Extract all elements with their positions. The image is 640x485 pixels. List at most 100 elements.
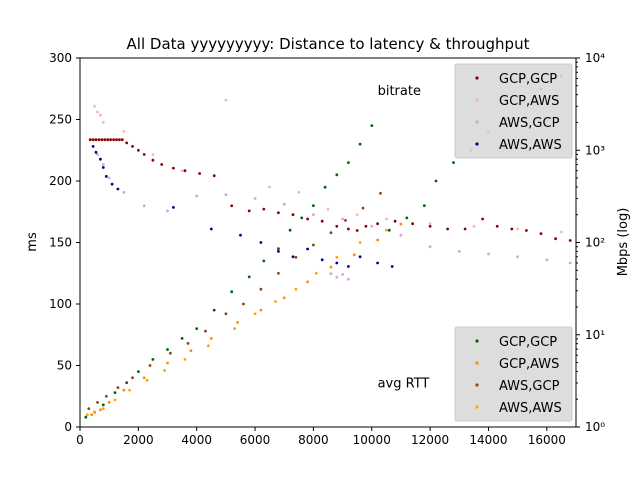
data-point-3-5 <box>110 182 114 186</box>
data-point-1-11 <box>355 213 359 217</box>
data-point-0-12 <box>125 141 129 145</box>
data-point-0-30 <box>347 227 350 231</box>
data-point-4-8 <box>180 337 184 340</box>
data-point-2-9 <box>282 202 286 206</box>
data-point-4-24 <box>405 216 409 220</box>
data-point-1-2 <box>99 113 102 117</box>
data-point-3-16 <box>347 265 350 268</box>
data-point-0-39 <box>481 217 484 221</box>
data-point-4-3 <box>113 391 117 394</box>
data-point-5-7 <box>209 337 213 340</box>
data-point-2-7 <box>224 193 228 197</box>
data-point-1-4 <box>122 130 126 133</box>
data-point-2-20 <box>347 277 350 281</box>
data-point-0-42 <box>525 229 528 232</box>
data-point-6-6 <box>169 351 172 355</box>
data-point-7-10 <box>253 312 257 316</box>
y-left-tick-label-2: 100 <box>49 297 72 311</box>
data-point-0-45 <box>568 239 572 242</box>
data-point-0-21 <box>212 174 216 178</box>
annotation-avg-rtt: avg RTT <box>378 377 430 392</box>
data-point-0-32 <box>364 224 368 228</box>
data-point-0-29 <box>335 224 339 228</box>
data-point-3-0 <box>91 145 95 148</box>
data-point-1-0 <box>93 104 96 108</box>
data-point-2-15 <box>457 250 461 253</box>
data-point-0-35 <box>411 222 414 226</box>
x-tick-label-7: 14000 <box>469 433 507 447</box>
data-point-5-5 <box>166 361 169 365</box>
x-tick-label-4: 8000 <box>298 433 329 447</box>
y-right-tick-label-0: 10⁰ <box>585 420 605 434</box>
data-point-7-5 <box>145 378 149 382</box>
data-point-7-3 <box>113 398 117 402</box>
data-point-5-4 <box>142 376 146 380</box>
data-point-3-18 <box>376 261 379 265</box>
data-point-0-3 <box>97 138 101 142</box>
data-point-0-17 <box>160 163 164 166</box>
data-point-2-21 <box>341 273 344 276</box>
data-point-5-11 <box>306 280 309 284</box>
data-point-4-2 <box>101 403 105 407</box>
data-point-1-13 <box>428 222 432 226</box>
data-point-0-4 <box>100 138 104 142</box>
data-point-0-26 <box>291 213 295 217</box>
data-point-2-19 <box>568 261 572 265</box>
data-point-0-36 <box>428 224 432 228</box>
data-point-7-15 <box>358 241 362 244</box>
data-point-0-31 <box>355 229 359 232</box>
data-point-6-5 <box>148 364 152 367</box>
data-point-0-25 <box>277 211 280 215</box>
data-point-7-2 <box>101 407 105 410</box>
data-point-1-14 <box>472 224 476 228</box>
y-right-tick-label-3: 10³ <box>585 143 605 157</box>
x-tick-label-2: 4000 <box>181 433 212 447</box>
data-point-1-12 <box>385 217 388 221</box>
x-tick-label-0: 0 <box>76 433 84 447</box>
data-point-0-33 <box>376 222 379 226</box>
data-point-0-1 <box>91 138 95 142</box>
data-point-4-14 <box>277 247 280 251</box>
data-point-2-13 <box>399 233 403 237</box>
data-point-2-18 <box>545 258 549 262</box>
data-point-0-34 <box>393 219 397 223</box>
data-point-0-44 <box>554 237 557 241</box>
data-point-3-1 <box>94 150 98 154</box>
data-point-2-14 <box>428 245 432 249</box>
data-point-7-12 <box>294 287 298 291</box>
data-point-4-20 <box>347 161 350 165</box>
data-point-5-0 <box>90 413 94 417</box>
data-point-6-15 <box>329 231 333 235</box>
data-point-4-26 <box>434 179 438 183</box>
data-point-3-13 <box>306 247 309 251</box>
legend-marker-0-0 <box>475 76 479 80</box>
data-point-0-11 <box>120 138 124 142</box>
data-point-5-13 <box>352 253 356 257</box>
data-point-6-0 <box>87 407 91 410</box>
data-point-6-9 <box>224 312 228 316</box>
data-point-0-0 <box>88 138 92 142</box>
data-point-6-18 <box>379 191 382 195</box>
data-point-4-11 <box>230 290 234 294</box>
data-point-6-1 <box>96 401 99 404</box>
data-point-3-15 <box>335 261 339 265</box>
data-point-1-16 <box>560 230 563 234</box>
data-point-6-4 <box>131 376 134 380</box>
data-point-2-5 <box>166 209 169 213</box>
data-point-1-1 <box>96 110 99 114</box>
data-point-3-7 <box>172 206 175 209</box>
data-point-4-23 <box>387 228 391 232</box>
data-point-0-2 <box>94 138 98 142</box>
data-point-2-0 <box>96 153 99 156</box>
y-right-tick-label-4: 10⁴ <box>585 51 605 65</box>
data-point-3-19 <box>390 265 394 268</box>
data-point-2-10 <box>312 213 315 217</box>
legend-marker-1-1 <box>475 361 479 365</box>
data-point-4-5 <box>137 370 140 373</box>
data-point-3-8 <box>209 227 213 231</box>
data-point-0-20 <box>198 172 202 175</box>
data-point-3-3 <box>101 166 105 169</box>
data-point-7-4 <box>128 388 132 392</box>
data-point-4-6 <box>151 358 155 361</box>
data-point-5-12 <box>329 265 333 269</box>
